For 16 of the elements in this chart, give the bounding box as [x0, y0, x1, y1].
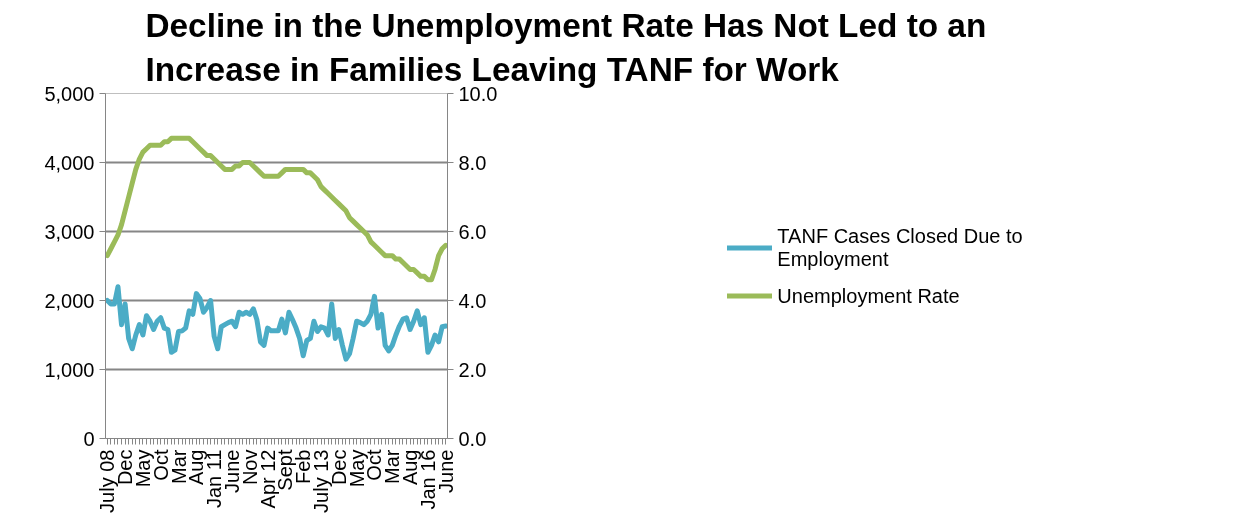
y-tick-label: 3,000 [44, 220, 95, 243]
y-tick-label: 5,000 [44, 82, 95, 105]
y2-tick-label: 10.0 [458, 82, 498, 105]
x-tick-label: Mar [381, 449, 404, 484]
y2-tick-label: 6.0 [458, 220, 487, 243]
legend-label: Unemployment Rate [777, 284, 960, 307]
y-tick-label: 2,000 [44, 289, 95, 312]
y-tick-label: 0 [83, 427, 95, 450]
legend-label: TANF Cases Closed Due to Employment [777, 224, 1023, 270]
y2-tick-label: 0.0 [458, 427, 487, 450]
x-tick-label: June [434, 449, 457, 493]
y2-tick-label: 8.0 [458, 151, 487, 174]
y2-tick-label: 2.0 [458, 358, 487, 381]
y2-tick-label: 4.0 [458, 289, 487, 312]
y-tick-label: 1,000 [44, 358, 95, 381]
y-tick-label: 4,000 [44, 151, 95, 174]
